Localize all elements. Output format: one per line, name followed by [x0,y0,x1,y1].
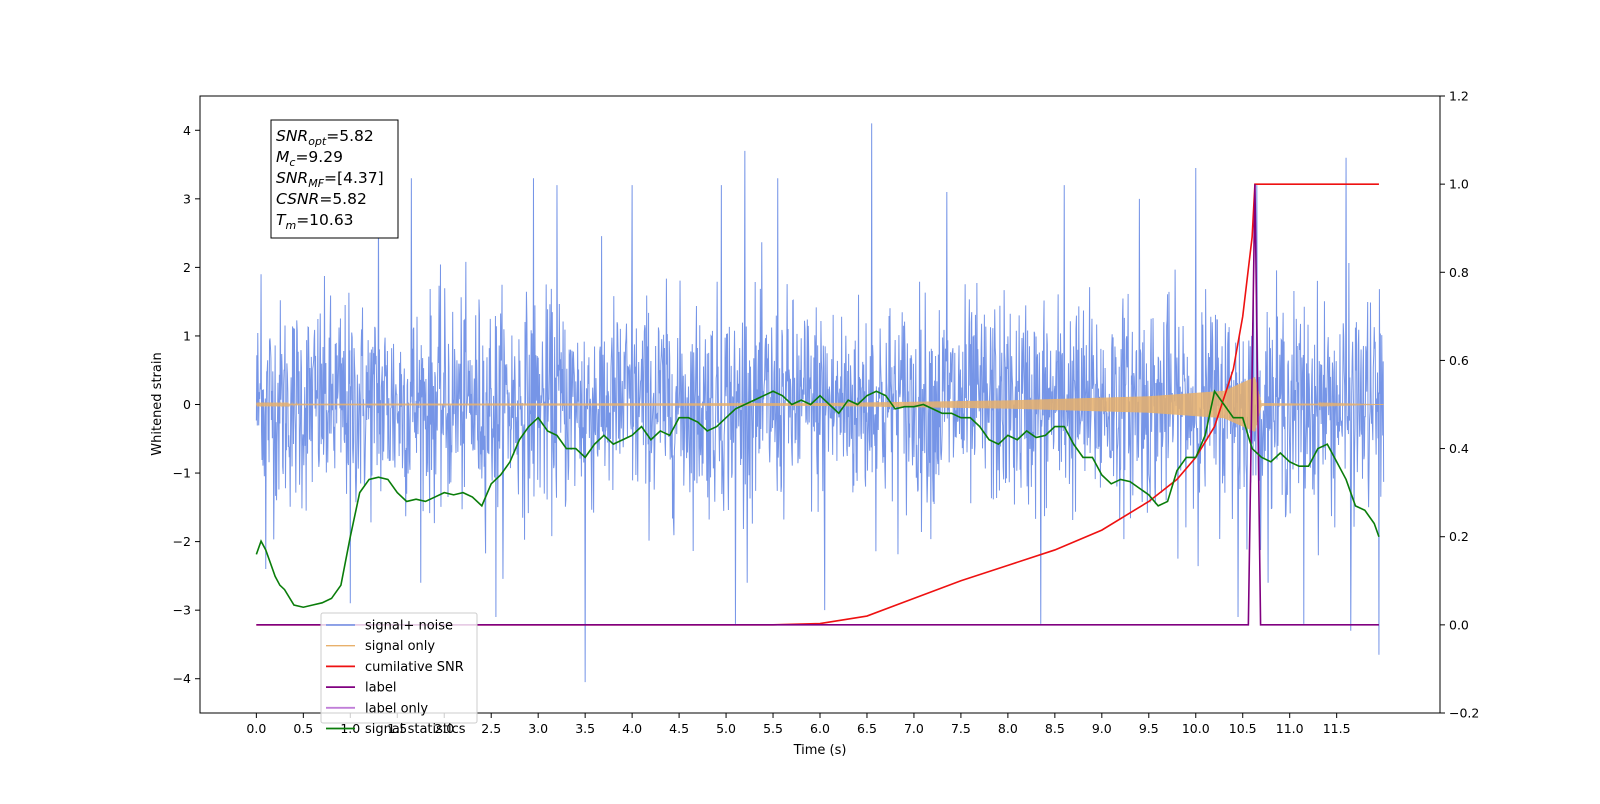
right-y-axis: 1.2 1.0 0.8 0.6 0.4 0.2 0.0 −0.2 [1440,89,1479,721]
x-axis: 0.0 0.5 1.0 1.5 2.0 2.5 3.0 3.5 4.0 4.5 5.0 5.5 6.0 6… [246,713,1351,736]
left-y-tick-label: 4 [183,123,191,138]
left-y-tick-label: −1 [173,466,191,481]
legend-label: label only [365,701,428,716]
legend-label: signal+ noise [365,619,453,634]
legend-entry: signal+ noise [326,619,453,634]
right-y-tick-label: 0.8 [1449,265,1469,280]
x-tick-label: 8.0 [998,721,1018,736]
x-tick-label: 5.0 [716,721,736,736]
left-y-tick-label: −2 [173,534,191,549]
x-tick-label: 9.5 [1139,721,1159,736]
left-y-tick-label: 0 [183,397,191,412]
x-tick-label: 5.5 [763,721,783,736]
left-y-axis-label: Whitened strain [150,352,165,455]
x-tick-label: 6.0 [810,721,830,736]
right-y-tick-label: −0.2 [1449,706,1479,721]
x-tick-label: 0.0 [246,721,266,736]
x-tick-label: 9.0 [1092,721,1112,736]
right-y-tick-label: 0.0 [1449,617,1469,632]
right-y-tick-label: 1.2 [1449,89,1469,104]
x-tick-label: 6.5 [857,721,877,736]
legend-label: label [365,681,396,696]
left-y-tick-label: 2 [183,260,191,275]
right-y-tick-label: 0.2 [1449,529,1469,544]
annotation-line: CSNR=5.82 [276,190,367,208]
x-tick-label: 3.0 [528,721,548,736]
legend-label: signal statistics [365,722,466,737]
plot-area [255,123,1385,683]
right-y-tick-label: 0.4 [1449,441,1469,456]
left-y-tick-label: 1 [183,328,191,343]
left-y-tick-label: −4 [173,671,191,686]
annotation-frame [270,119,399,239]
series-signal-statistics [255,389,1380,609]
legend-entry: signal only [326,639,435,654]
x-tick-label: 11.5 [1323,721,1351,736]
legend: signal+ noise signal only cumilative SNR la… [320,612,478,737]
series-label [256,184,1379,626]
series-signal-noise [255,123,1385,683]
x-tick-label: 3.5 [575,721,595,736]
x-tick-label: 1.5 [387,721,407,736]
legend-frame [320,612,478,724]
x-tick-label: 11.0 [1276,721,1304,736]
annotation-line: SNRMF=[4.37] [276,169,384,190]
legend-entry: signal statistics [326,722,466,737]
x-tick-label: 8.5 [1045,721,1065,736]
annotation-line: Tm=10.63 [276,211,354,232]
annotation-line: SNRopt=5.82 [276,127,374,148]
left-y-axis: 4 3 2 1 0 −1 −2 −3 −4 [173,123,200,686]
right-y-tick-label: 0.6 [1449,353,1469,368]
x-axis-label: Time (s) [793,743,847,758]
x-tick-label: 2.0 [434,721,454,736]
x-tick-label: 10.5 [1229,721,1257,736]
x-tick-label: 0.5 [293,721,313,736]
x-tick-label: 4.0 [622,721,642,736]
annotation-line: Mc=9.29 [276,148,343,169]
x-tick-label: 4.5 [669,721,689,736]
right-y-tick-label: 1.0 [1449,177,1469,192]
x-tick-label: 7.5 [951,721,971,736]
x-tick-label: 7.0 [904,721,924,736]
legend-entry: cumilative SNR [326,660,464,675]
left-y-tick-label: −3 [173,603,191,618]
legend-label: signal only [365,639,435,654]
legend-entry: label only [326,701,428,716]
x-tick-label: 10.0 [1182,721,1210,736]
series-signal-only [255,377,1384,432]
x-tick-label: 2.5 [481,721,501,736]
series-cumilative-snr [256,183,1379,626]
legend-entry: label [326,681,396,696]
left-y-tick-label: 3 [183,191,191,206]
legend-label: cumilative SNR [365,660,464,675]
